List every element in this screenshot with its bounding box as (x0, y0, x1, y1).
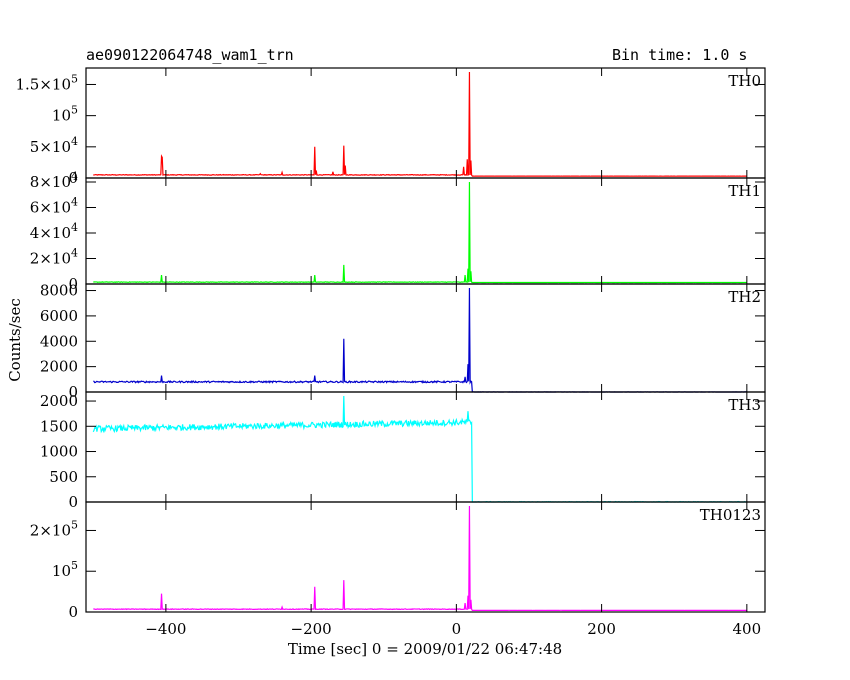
bin-time-label: Bin time: 1.0 s (612, 46, 748, 64)
y-tick-label: 0 (68, 275, 78, 293)
y-tick-label: 2×104 (30, 247, 78, 268)
panel-label-th3: TH3 (728, 396, 761, 414)
y-tick-label: 1500 (40, 417, 78, 435)
y-tick-label: 105 (52, 559, 78, 580)
panel-frame-th1 (85, 177, 766, 285)
y-tick-label: 2000 (40, 392, 78, 410)
series-th0123 (93, 505, 747, 612)
series-th2 (93, 287, 747, 393)
panel-label-th0: TH0 (728, 72, 761, 90)
panel-label-th0123: TH0123 (700, 506, 761, 524)
y-tick-label: 0 (68, 383, 78, 401)
y-axis-label: Counts/sec (6, 298, 24, 382)
y-tick-label: 105 (52, 104, 78, 125)
series-th3 (92, 395, 747, 503)
y-tick-label: 1000 (40, 443, 78, 461)
x-tick-label: −200 (291, 620, 332, 638)
panel-frame-th3 (85, 391, 766, 503)
y-tick-label: 1.5×105 (15, 72, 78, 93)
y-tick-label: 4×104 (30, 221, 78, 242)
y-tick-label: 2×105 (30, 518, 78, 539)
panel-label-th2: TH2 (728, 288, 761, 306)
y-tick-label: 0 (68, 603, 78, 621)
y-tick-label: 0 (68, 169, 78, 187)
y-tick-label: 500 (49, 468, 78, 486)
y-tick-label: 8×104 (30, 170, 78, 191)
panel-label-th1: TH1 (728, 182, 761, 200)
chart-title: ae090122064748_wam1_trn (86, 46, 294, 64)
panel-frame-th0123 (85, 501, 766, 613)
y-tick-label: 6000 (40, 307, 78, 325)
y-tick-label: 2000 (40, 358, 78, 376)
x-tick-label: 200 (587, 620, 616, 638)
panel-frame-th2 (85, 283, 766, 393)
series-th1 (93, 181, 747, 284)
y-tick-label: 5×104 (30, 135, 78, 156)
x-tick-label: 0 (452, 620, 462, 638)
y-tick-label: 4000 (40, 332, 78, 350)
x-axis-label: Time [sec] 0 = 2009/01/22 06:47:48 (288, 640, 562, 658)
panel-frame-th0 (85, 67, 766, 179)
x-tick-label: 400 (733, 620, 762, 638)
y-tick-label: 0 (68, 493, 78, 511)
series-th0 (93, 71, 747, 177)
y-tick-label: 6×104 (30, 196, 78, 217)
y-tick-label: 8000 (40, 282, 78, 300)
x-tick-label: −400 (145, 620, 186, 638)
